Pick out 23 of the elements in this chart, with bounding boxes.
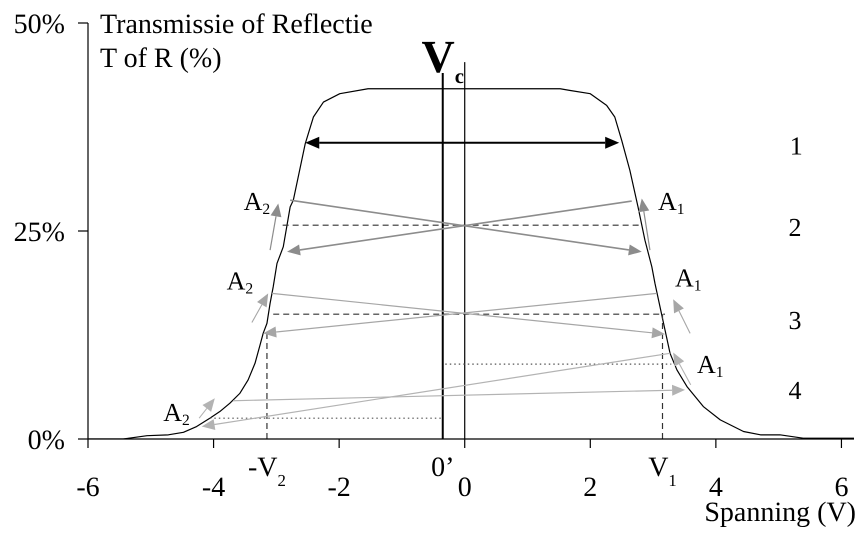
annotation: 3 — [788, 306, 802, 335]
annotation: V$_{1}$ — [648, 452, 677, 490]
y-axis-title: Transmissie of Reflectie T of R (%) — [100, 9, 373, 74]
annotation: 4 — [788, 375, 802, 404]
annotation: A$_{2}$ — [244, 186, 270, 218]
annotation: 1 — [790, 130, 803, 160]
y-tick-label: 0% — [28, 424, 65, 456]
annotation: -V$_{2}$ — [248, 452, 286, 490]
annotation: A$_{1}$ — [696, 349, 724, 381]
annotation: 2 — [788, 212, 802, 242]
annotation: A$_{1}$ — [658, 186, 685, 218]
y-tick-label: 25% — [14, 216, 65, 248]
x-tick-label: -6 — [76, 472, 100, 503]
annotation: A$_{2}$ — [226, 266, 254, 298]
x-tick-label: 2 — [583, 472, 598, 503]
x-tick-label: -4 — [202, 472, 226, 503]
y-tick-label: 50% — [14, 8, 65, 40]
x-tick-label: 0 — [458, 472, 472, 503]
annotation: A$_{2}$ — [163, 398, 190, 430]
annotation: A$_{1}$ — [674, 262, 702, 294]
x-tick-label: -2 — [327, 472, 351, 503]
annotation: 0’ — [431, 452, 454, 483]
ref-line-label: V$_{c}$ — [422, 31, 464, 88]
